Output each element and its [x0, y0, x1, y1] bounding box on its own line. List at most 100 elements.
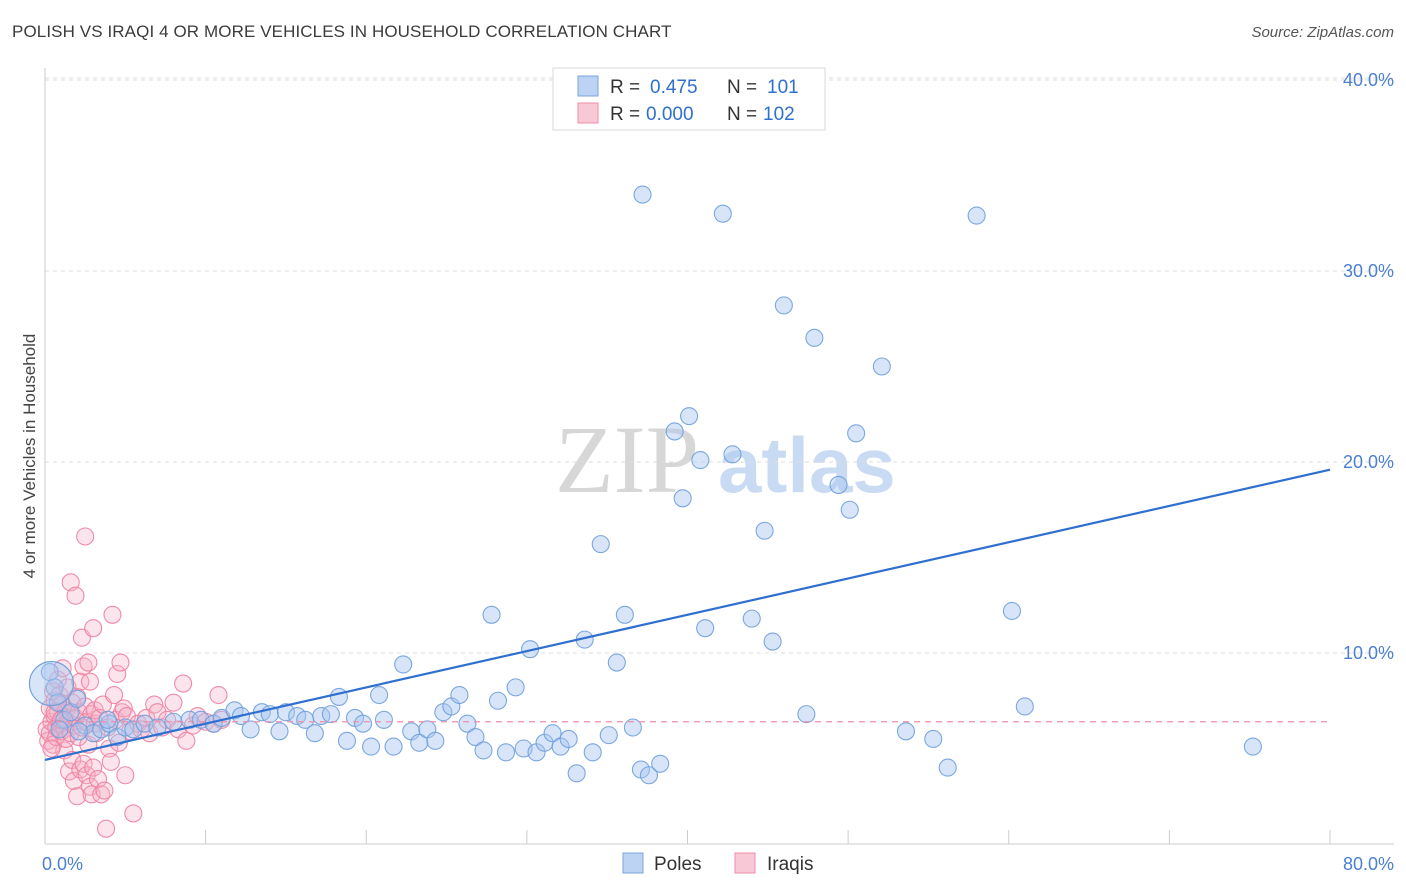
data-point: [45, 678, 64, 697]
iraqis-series: [37, 527, 231, 838]
data-point: [116, 766, 135, 785]
data-point: [1002, 601, 1022, 621]
data-point: [68, 689, 87, 708]
legend-r-value-poles: 0.475: [650, 77, 698, 98]
data-point: [410, 733, 429, 752]
x-axis-ticks: [44, 830, 1331, 844]
data-point: [60, 762, 79, 781]
data-point: [543, 724, 562, 743]
data-point: [713, 204, 732, 223]
data-point: [164, 693, 183, 712]
data-point: [755, 521, 774, 540]
data-point: [458, 714, 477, 733]
data-point: [84, 619, 103, 638]
data-point: [450, 685, 469, 705]
legend-n-value-poles: 101: [767, 77, 799, 98]
data-point: [774, 296, 793, 315]
data-point: [337, 731, 357, 750]
data-point: [583, 743, 602, 762]
correlation-legend: R = 0.475 N = 101 R = 0.000 N = 102: [552, 67, 826, 131]
x-tick-label-max: 80.0%: [1343, 854, 1394, 874]
data-point: [847, 424, 866, 443]
bottom-legend-swatch-iraqis: [734, 852, 756, 874]
data-point: [45, 703, 64, 722]
y-tick-label: 20.0%: [1343, 452, 1394, 472]
data-point: [77, 766, 96, 785]
y-tick-label: 30.0%: [1343, 261, 1394, 281]
data-point: [362, 737, 381, 756]
x-tick-label-min: 0.0%: [42, 854, 83, 874]
poles-trend-line: [44, 468, 1331, 762]
data-point: [559, 729, 578, 749]
legend-swatch-poles: [577, 75, 599, 97]
watermark-atlas: atlas: [718, 421, 896, 509]
legend-n-label-iraqis: N =: [727, 104, 757, 125]
data-point: [42, 739, 61, 758]
data-point: [48, 693, 67, 712]
data-point: [329, 687, 348, 706]
bottom-legend-label-iraqis: Iraqis: [767, 854, 813, 875]
chart-title: POLISH VS IRAQI 4 OR MORE VEHICLES IN HO…: [12, 22, 672, 41]
data-point: [567, 764, 586, 783]
data-point: [591, 535, 610, 554]
data-point: [74, 754, 93, 773]
data-point: [353, 714, 373, 733]
data-point: [840, 500, 859, 519]
data-point: [61, 573, 80, 592]
data-point: [108, 664, 127, 684]
data-point: [68, 787, 87, 806]
data-point: [88, 770, 108, 789]
data-point: [633, 185, 652, 204]
data-point: [506, 678, 525, 697]
data-point: [148, 718, 167, 737]
data-point: [1015, 697, 1034, 716]
data-point: [394, 655, 413, 674]
data-point: [71, 672, 90, 691]
y-tick-label: 10.0%: [1343, 643, 1394, 663]
data-point: [241, 720, 260, 739]
data-point: [742, 609, 761, 628]
data-point: [723, 445, 742, 464]
data-point: [69, 727, 88, 747]
data-point: [938, 758, 957, 777]
legend-n-value-iraqis: 102: [763, 104, 795, 125]
y-axis-label: 4 or more Vehicles in Household: [20, 334, 39, 579]
data-point: [599, 726, 618, 745]
poles-series: [28, 185, 1262, 785]
data-point: [370, 685, 389, 705]
data-point: [374, 710, 393, 729]
data-point: [696, 619, 715, 638]
y-tick-label: 40.0%: [1343, 70, 1394, 90]
data-point: [84, 758, 103, 777]
data-point: [80, 672, 100, 691]
bottom-legend-label-poles: Poles: [654, 854, 702, 875]
data-point: [66, 586, 85, 605]
data-point: [691, 451, 710, 470]
data-point: [124, 720, 143, 739]
data-point: [98, 710, 117, 729]
data-point: [607, 653, 626, 672]
y-tick-labels: 10.0% 20.0% 30.0% 40.0%: [1343, 70, 1394, 663]
data-point: [829, 475, 848, 494]
legend-n-label-poles: N =: [727, 77, 757, 98]
legend-r-label-iraqis: R =: [610, 104, 640, 125]
data-point: [79, 653, 98, 672]
data-point: [270, 722, 289, 741]
data-point: [96, 819, 116, 838]
data-point: [76, 527, 95, 546]
data-point: [95, 781, 114, 800]
data-point: [111, 653, 130, 672]
data-point: [466, 727, 485, 747]
data-point: [680, 407, 699, 426]
legend-r-label-poles: R =: [610, 77, 640, 98]
data-point: [124, 804, 143, 823]
legend-swatch-iraqis: [577, 102, 599, 124]
bottom-legend-swatch-poles: [622, 852, 644, 874]
data-point: [805, 328, 824, 347]
data-point: [924, 729, 943, 749]
data-point: [482, 605, 501, 624]
data-point: [665, 422, 684, 441]
data-point: [673, 489, 692, 508]
data-point: [1243, 737, 1262, 756]
